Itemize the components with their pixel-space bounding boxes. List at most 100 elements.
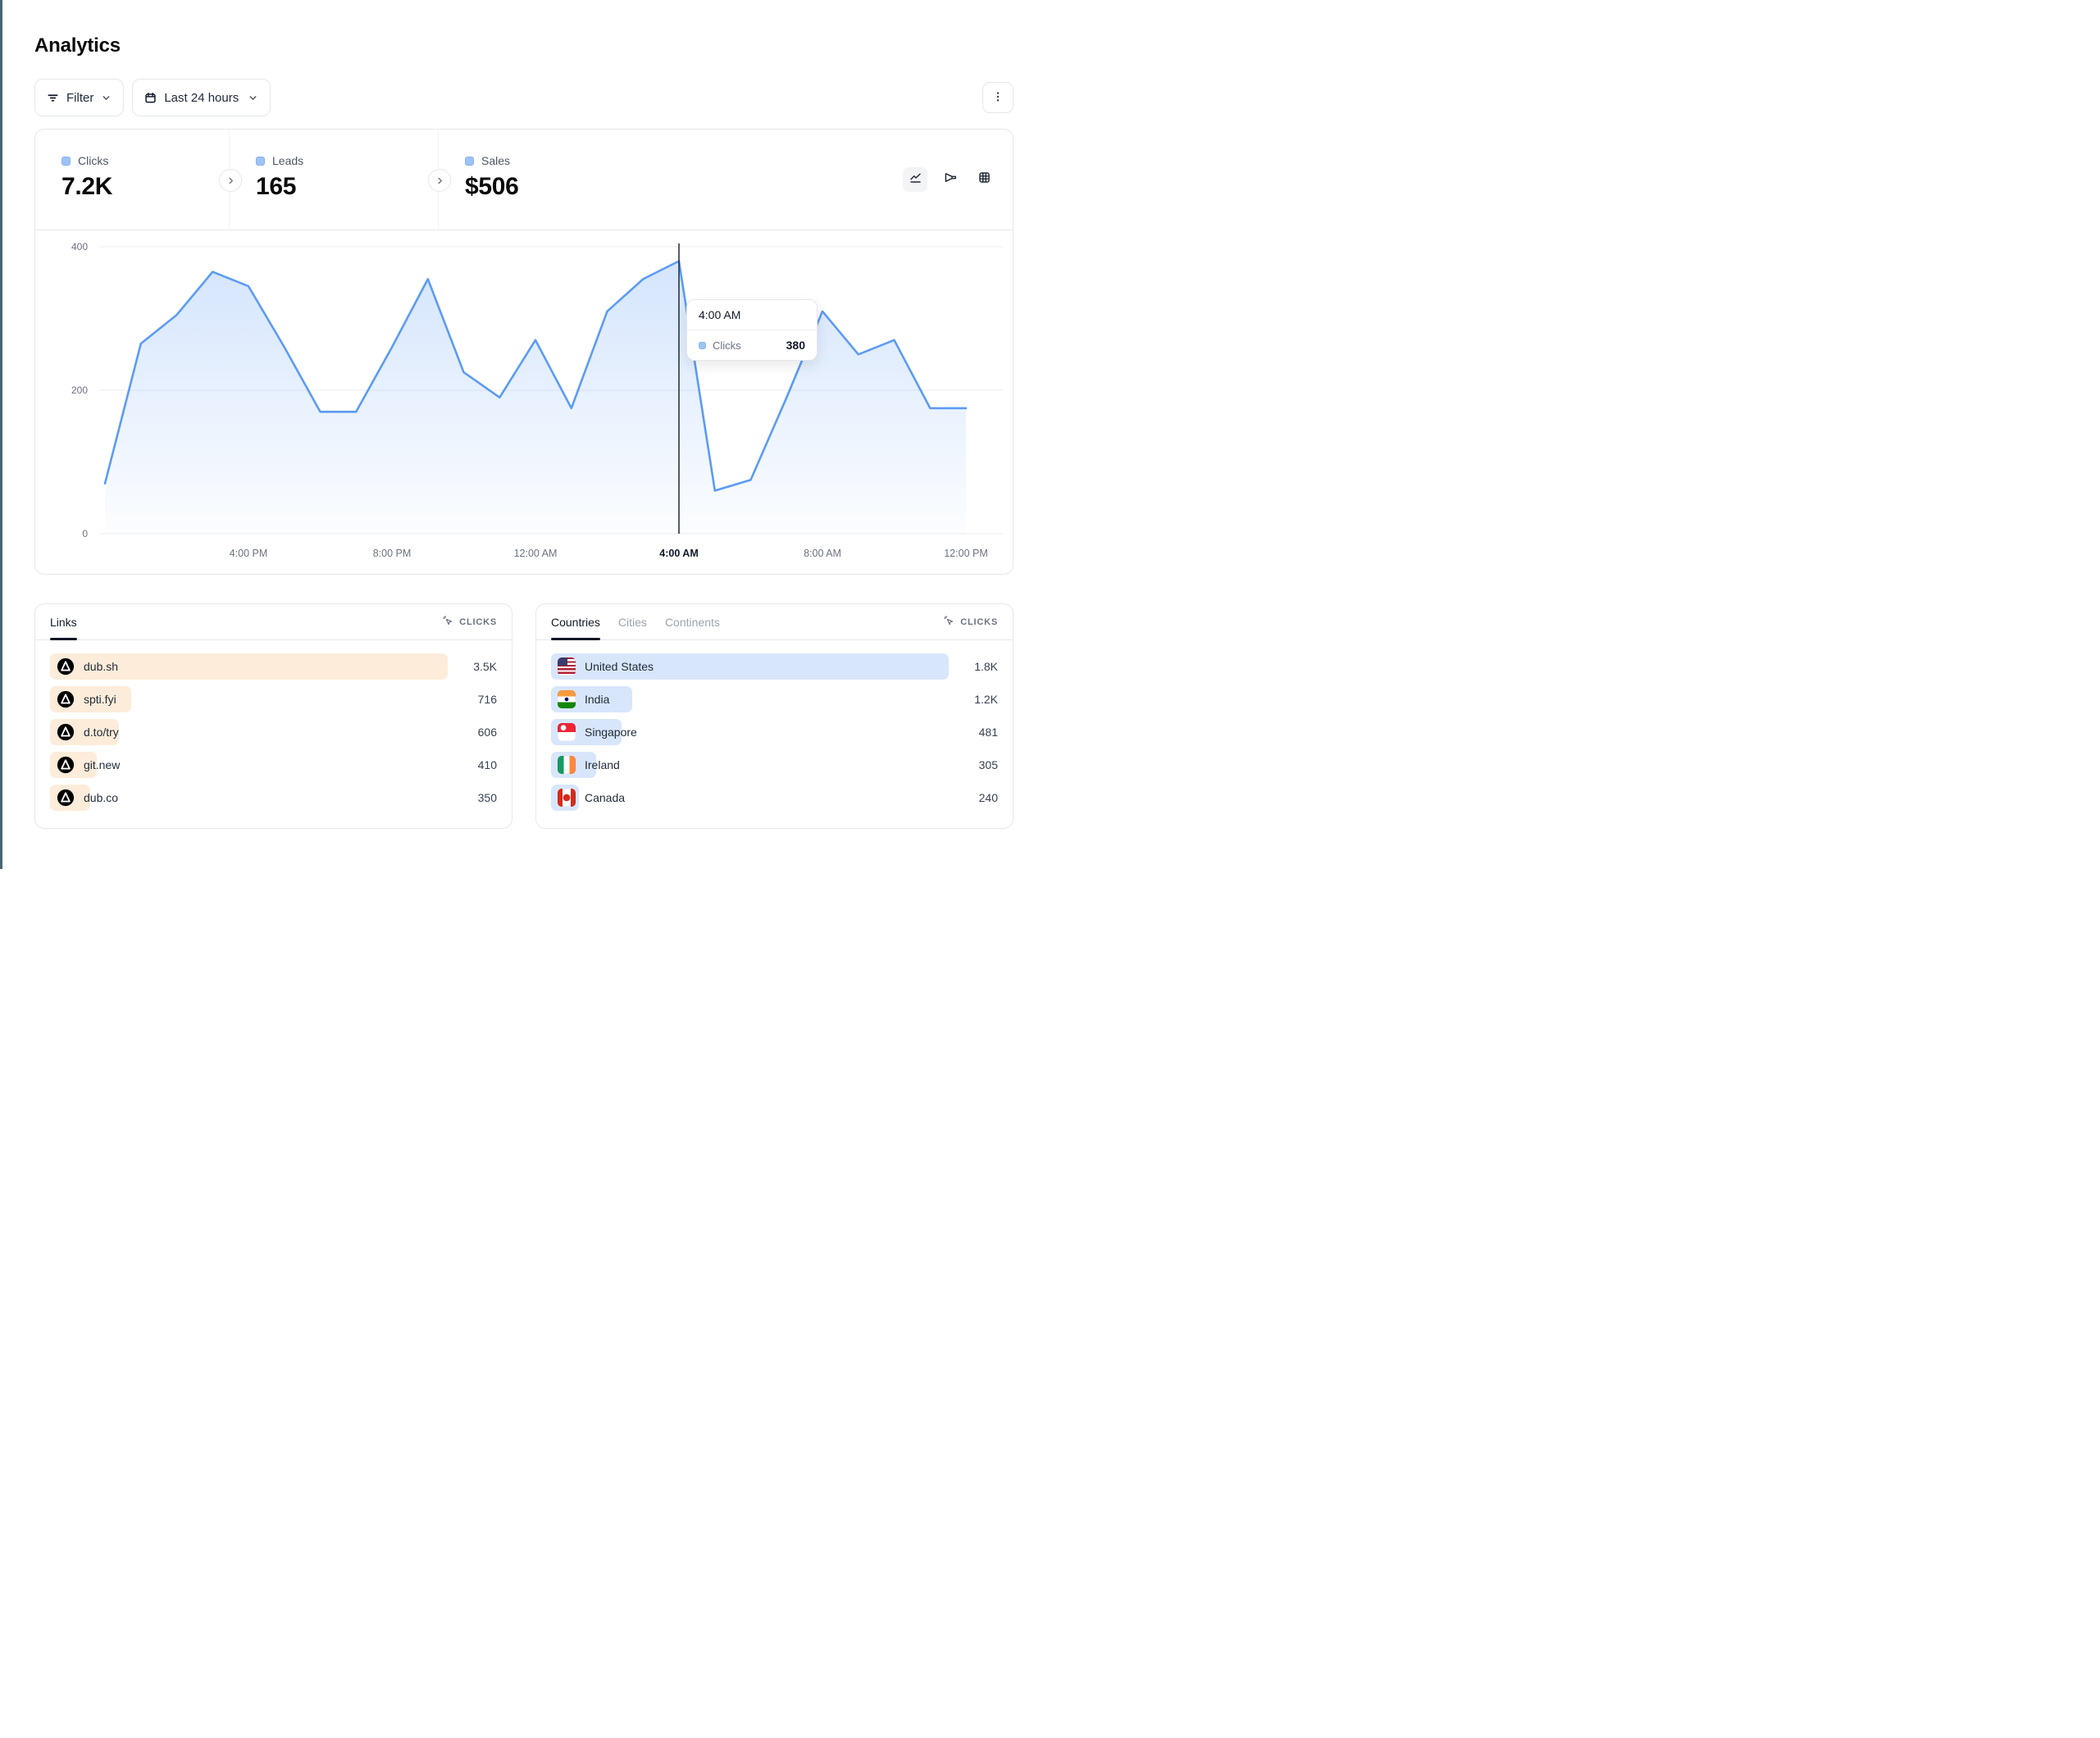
country-label: Singapore xyxy=(585,726,637,739)
tooltip-series-label: Clicks xyxy=(713,339,741,352)
country-bar xyxy=(551,653,949,680)
line-chart-view-button[interactable] xyxy=(903,167,927,192)
country-label: India xyxy=(585,693,610,706)
tab-links[interactable]: Links xyxy=(50,605,77,640)
country-label: Ireland xyxy=(585,758,620,771)
country-clicks-value: 1.2K xyxy=(974,693,998,706)
svg-text:400: 400 xyxy=(71,241,88,253)
link-clicks-value: 3.5K xyxy=(473,660,497,673)
leads-legend-square xyxy=(256,156,265,166)
breakdown-panels: Links CLICKS dub.sh xyxy=(34,603,1014,829)
country-row-ireland[interactable]: Ireland 305 xyxy=(551,752,998,778)
filter-button[interactable]: Filter xyxy=(34,79,125,116)
link-row-spti-fyi[interactable]: spti.fyi 716 xyxy=(50,686,497,712)
country-row-india[interactable]: India 1.2K xyxy=(551,686,998,712)
analytics-chart-card: Clicks 7.2K Leads 165 Sales $506 xyxy=(34,129,1014,575)
link-row-git-new[interactable]: git.new 410 xyxy=(50,752,497,778)
clicks-label: Clicks xyxy=(78,154,109,167)
clicks-value: 7.2K xyxy=(61,173,113,200)
links-panel: Links CLICKS dub.sh xyxy=(34,603,512,829)
grid-icon xyxy=(977,171,991,189)
country-clicks-value: 240 xyxy=(978,791,998,804)
india-flag-icon xyxy=(558,690,576,708)
dub-logo-icon xyxy=(57,690,75,708)
links-metric-header: CLICKS xyxy=(459,616,497,627)
left-edge-accent xyxy=(0,0,2,869)
link-row-dub-sh[interactable]: dub.sh 3.5K xyxy=(50,653,497,680)
funnel-icon xyxy=(943,171,957,189)
dub-logo-icon xyxy=(57,723,75,741)
cursor-click-icon xyxy=(943,615,954,629)
tab-cities[interactable]: Cities xyxy=(617,615,647,629)
us-flag-icon xyxy=(558,657,576,676)
expand-leads-button[interactable] xyxy=(219,169,242,192)
date-range-button[interactable]: Last 24 hours xyxy=(132,79,271,116)
svg-text:4:00 AM: 4:00 AM xyxy=(659,548,698,559)
sales-label: Sales xyxy=(481,154,511,167)
chart-tooltip: 4:00 AM Clicks 380 xyxy=(686,299,818,361)
link-clicks-value: 350 xyxy=(477,791,497,804)
link-bar xyxy=(50,653,448,680)
leads-label: Leads xyxy=(272,154,304,167)
tooltip-value: 380 xyxy=(786,339,805,352)
sales-value: $506 xyxy=(465,173,519,200)
chevron-down-icon xyxy=(101,93,112,103)
page-title: Analytics xyxy=(34,34,121,57)
svg-text:200: 200 xyxy=(71,384,88,396)
country-row-singapore[interactable]: Singapore 481 xyxy=(551,719,998,745)
links-list: dub.sh 3.5K spti.fyi 716 d xyxy=(35,640,512,811)
calendar-icon xyxy=(144,92,157,104)
countries-list: United States 1.8K India 1.2K xyxy=(536,640,1013,811)
expand-sales-button[interactable] xyxy=(428,169,451,192)
date-range-label: Last 24 hours xyxy=(164,90,239,105)
dub-logo-icon xyxy=(57,657,75,676)
canada-flag-icon xyxy=(558,789,576,807)
svg-text:8:00 PM: 8:00 PM xyxy=(373,548,412,559)
funnel-view-button[interactable] xyxy=(937,167,962,192)
countries-panel: Countries Cities Continents CLICKS xyxy=(535,603,1014,829)
link-clicks-value: 716 xyxy=(477,693,497,706)
clicks-area-chart[interactable]: 0 200 400 4:00 PM 8:00 PM 12:00 AM 4:00 AM 8:00… xyxy=(35,230,1014,576)
tab-sales[interactable]: Sales $506 xyxy=(439,130,1013,230)
link-label: dub.sh xyxy=(84,660,119,673)
filter-label: Filter xyxy=(66,90,94,105)
link-clicks-value: 606 xyxy=(477,726,497,739)
country-row-canada[interactable]: Canada 240 xyxy=(551,785,998,811)
dub-logo-icon xyxy=(57,789,75,807)
link-label: git.new xyxy=(84,758,121,771)
tooltip-legend-square xyxy=(699,341,706,349)
tab-leads[interactable]: Leads 165 xyxy=(230,130,439,230)
link-clicks-value: 410 xyxy=(477,758,497,771)
more-options-button[interactable] xyxy=(982,82,1014,113)
link-row-dub-co[interactable]: dub.co 350 xyxy=(50,785,497,811)
ireland-flag-icon xyxy=(558,756,576,774)
country-clicks-value: 481 xyxy=(978,726,998,739)
country-clicks-value: 305 xyxy=(978,758,998,771)
country-clicks-value: 1.8K xyxy=(974,660,998,673)
country-row-united-states[interactable]: United States 1.8K xyxy=(551,653,998,680)
svg-text:0: 0 xyxy=(82,528,88,539)
link-label: spti.fyi xyxy=(84,693,116,706)
kebab-menu-icon xyxy=(992,91,1004,105)
metric-tabs: Clicks 7.2K Leads 165 Sales $506 xyxy=(35,130,1013,230)
country-label: Canada xyxy=(585,791,626,804)
cursor-click-icon xyxy=(442,615,453,629)
clicks-legend-square xyxy=(61,156,71,166)
countries-metric-header: CLICKS xyxy=(960,616,998,627)
chart-view-toggles xyxy=(903,167,996,192)
tab-countries[interactable]: Countries xyxy=(551,605,600,640)
clicks-timeseries-chart[interactable]: 0 200 400 4:00 PM 8:00 PM 12:00 AM 4:00 AM 8:00… xyxy=(35,230,1013,576)
chevron-down-icon xyxy=(248,93,258,103)
tooltip-time: 4:00 AM xyxy=(687,300,817,330)
toolbar: Filter Last 24 hours xyxy=(34,79,1014,116)
svg-text:12:00 PM: 12:00 PM xyxy=(944,548,988,559)
country-label: United States xyxy=(585,660,654,673)
link-label: d.to/try xyxy=(84,726,119,739)
svg-text:4:00 PM: 4:00 PM xyxy=(230,548,268,559)
tab-continents[interactable]: Continents xyxy=(664,615,720,629)
filter-icon xyxy=(47,92,59,104)
link-label: dub.co xyxy=(84,791,119,804)
tab-clicks[interactable]: Clicks 7.2K xyxy=(35,130,230,230)
table-view-button[interactable] xyxy=(972,167,996,192)
link-row-d-to-try[interactable]: d.to/try 606 xyxy=(50,719,497,745)
